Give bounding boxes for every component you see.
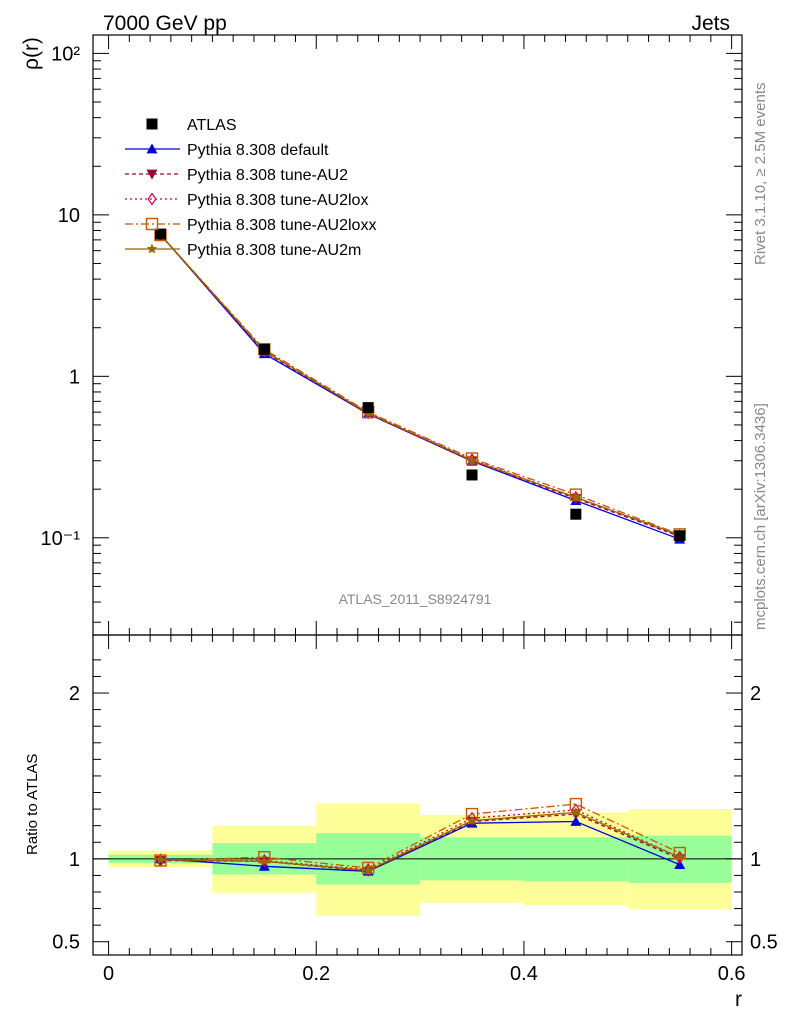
series-line <box>160 234 680 540</box>
ratio-y-tick-label: 1 <box>69 849 80 871</box>
legend-label: ATLAS <box>187 117 237 134</box>
mcplots-reference-label: mcplots.cern.ch [arXiv:1306.3436] <box>752 403 769 630</box>
main-y-tick-label: 1 <box>69 366 80 388</box>
main-panel: 10⁻¹ 1 10 10² <box>41 34 743 636</box>
x-tick-label: 0 <box>103 963 114 985</box>
legend-label: Pythia 8.308 tune-AU2lox <box>187 192 368 209</box>
ratio-series-marker <box>467 811 477 825</box>
ratio-series-marker <box>362 864 374 875</box>
ratio-series-line <box>160 811 680 872</box>
rivet-version-label: Rivet 3.1.10, ≥ 2.5M events <box>752 83 769 266</box>
ratio-y-axis-label: Ratio to ATLAS <box>24 754 41 855</box>
legend-marker <box>147 192 157 206</box>
main-y-tick-label: 10 <box>58 205 80 227</box>
legend-entry: Pythia 8.308 tune-AU2m <box>125 242 361 259</box>
legend-entry: Pythia 8.308 tune-AU2 <box>125 167 348 184</box>
header-energy-label: 7000 GeV pp <box>103 12 227 35</box>
ratio-series-marker <box>259 853 269 868</box>
ratio-panel: 0 0.2 0.4 0.60.5 0.51 12 2 <box>52 634 778 985</box>
atlas-data-point <box>362 402 374 414</box>
series-line <box>160 234 680 536</box>
header-jets-label: Jets <box>691 12 730 35</box>
series-marker <box>466 454 478 465</box>
ratio-series-marker <box>570 806 582 817</box>
legend-entry: Pythia 8.308 tune-AU2lox <box>125 192 368 209</box>
ratio-series-marker <box>571 803 581 817</box>
ratio-series-marker <box>466 815 478 826</box>
atlas-data-point <box>570 508 582 520</box>
legend-marker <box>146 143 158 154</box>
x-tick-label: 0.6 <box>718 963 746 985</box>
legend-marker <box>146 169 158 180</box>
ratio-series-marker <box>570 816 582 826</box>
ratio-y-tick-label-right: 2 <box>750 683 761 705</box>
ratio-series-marker <box>259 855 270 866</box>
legend-label: Pythia 8.308 default <box>187 142 329 159</box>
series-marker <box>570 491 582 502</box>
ratio-series-line <box>160 803 680 869</box>
ratio-y-tick-label: 0.5 <box>52 932 80 954</box>
legend-entry: Pythia 8.308 tune-AU2loxx <box>125 217 376 234</box>
x-axis-label: r <box>735 988 742 1011</box>
legend-label: Pythia 8.308 tune-AU2m <box>187 242 361 259</box>
atlas-data-point <box>466 469 478 481</box>
legend-label: Pythia 8.308 tune-AU2loxx <box>187 217 376 234</box>
atlas-data-point <box>258 343 270 355</box>
ratio-y-tick-label-right: 1 <box>750 849 761 871</box>
main-y-axis-label: ρ(r) <box>20 37 43 70</box>
main-y-tick-label: 10² <box>51 43 80 65</box>
ratio-frame <box>92 634 743 956</box>
series-line <box>160 234 680 536</box>
ratio-y-tick-label: 2 <box>69 683 80 705</box>
series-line <box>160 234 680 537</box>
legend-marker <box>145 217 159 231</box>
ratio-series-marker <box>674 851 685 862</box>
ratio-series-line <box>160 820 680 872</box>
ratio-series-marker <box>155 854 166 865</box>
analysis-name-label: ATLAS_2011_S8924791 <box>339 591 492 607</box>
legend-entry: ATLAS <box>146 117 237 134</box>
legend-entry: Pythia 8.308 default <box>125 142 329 159</box>
series-line <box>160 234 680 538</box>
ratio-y-tick-label-right: 0.5 <box>750 932 778 954</box>
legend-marker <box>146 243 158 254</box>
legend: ATLAS Pythia 8.308 default Pythia 8.308 tu… <box>125 117 376 259</box>
legend-label: Pythia 8.308 tune-AU2 <box>187 167 348 184</box>
atlas-data-point <box>674 530 686 542</box>
legend-marker <box>146 118 158 130</box>
x-tick-label: 0.2 <box>302 963 330 985</box>
ratio-series-marker <box>363 863 373 877</box>
series-marker <box>569 488 583 501</box>
x-tick-label: 0.4 <box>510 963 538 985</box>
main-y-tick-label: 10⁻¹ <box>41 528 81 550</box>
atlas-data-point <box>154 228 166 240</box>
